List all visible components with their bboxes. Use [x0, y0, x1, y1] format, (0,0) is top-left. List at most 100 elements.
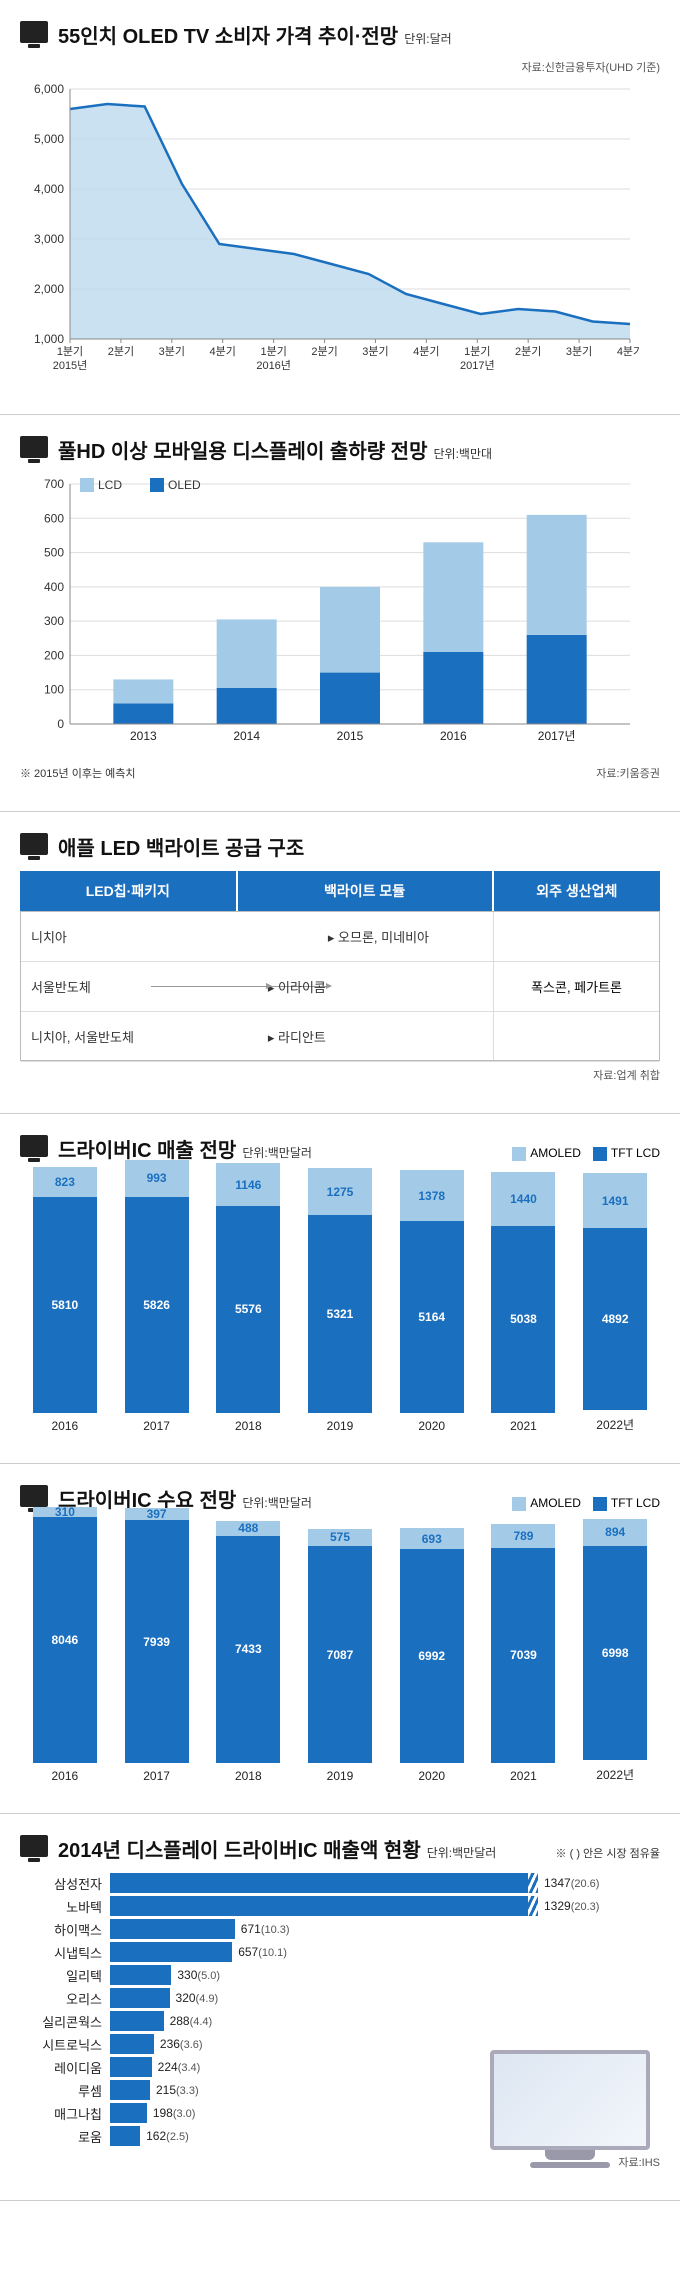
tv-icon — [20, 833, 48, 855]
bar-column: 5164 1378 2020 — [391, 1170, 473, 1433]
break-mark — [528, 1873, 538, 1893]
hbar — [110, 1919, 235, 1939]
bar-column: 7433 488 2018 — [207, 1521, 289, 1783]
svg-text:4,000: 4,000 — [34, 182, 64, 196]
monitor-illustration — [490, 2050, 650, 2170]
amoled-segment: 894 — [583, 1519, 647, 1546]
amoled-segment: 397 — [125, 1508, 189, 1520]
bar-column: 5321 1275 2019 — [299, 1168, 381, 1433]
amoled-segment: 1146 — [216, 1163, 280, 1206]
bar-xlabel: 2017 — [143, 1419, 170, 1433]
bar-column: 5826 993 2017 — [116, 1160, 198, 1433]
legend-item: AMOLED — [512, 1146, 581, 1161]
bar-column: 5576 1146 2018 — [207, 1163, 289, 1433]
svg-text:400: 400 — [44, 580, 64, 594]
svg-text:700: 700 — [44, 477, 64, 491]
svg-text:2,000: 2,000 — [34, 282, 64, 296]
tft-segment: 7039 — [491, 1548, 555, 1763]
tft-segment: 7433 — [216, 1536, 280, 1763]
hbar-label: 오리스 — [20, 1989, 110, 2008]
hbar-row: 삼성전자 1347(20.6) — [20, 1873, 660, 1893]
bar-xlabel: 2021 — [510, 1419, 537, 1433]
tft-segment: 5038 — [491, 1226, 555, 1413]
driveric-2014-panel: 2014년 디스플레이 드라이버IC 매출액 현황 단위:백만달러 ※ ( ) … — [0, 1814, 680, 2201]
svg-text:4분기: 4분기 — [617, 345, 640, 358]
hbar-value: 330(5.0) — [171, 1968, 220, 1982]
supply-mid: ▸ 오므론, 미네비아 — [238, 927, 493, 946]
hbar — [110, 1873, 530, 1893]
svg-text:4분기: 4분기 — [413, 345, 439, 358]
tv-icon — [20, 21, 48, 43]
tft-segment: 7939 — [125, 1520, 189, 1763]
break-mark — [528, 1896, 538, 1916]
hbar — [110, 1988, 170, 2008]
svg-text:100: 100 — [44, 683, 64, 697]
tft-segment: 5826 — [125, 1197, 189, 1413]
chart2-unit: 단위:백만대 — [433, 445, 492, 462]
hbar — [110, 1896, 530, 1916]
svg-text:2016: 2016 — [440, 729, 467, 743]
hbar-value: 671(10.3) — [235, 1922, 290, 1936]
chart3-title: 애플 LED 백라이트 공급 구조 — [58, 832, 304, 861]
tft-segment: 4892 — [583, 1228, 647, 1410]
chart4-legend: AMOLEDTFT LCD — [512, 1146, 660, 1161]
bar-xlabel: 2018 — [235, 1419, 262, 1433]
supply-body: 니치아 ▸ 오므론, 미네비아 서울반도체 ▸ 이라이콤 니치아, 서울반도체 … — [20, 911, 660, 1061]
hbar-label: 매그나칩 — [20, 2104, 110, 2123]
bar-xlabel: 2016 — [52, 1769, 79, 1783]
amoled-segment: 823 — [33, 1167, 97, 1198]
tv-icon — [20, 1135, 48, 1157]
hbar — [110, 1965, 171, 1985]
bar-column: 5038 1440 2021 — [483, 1172, 565, 1433]
tft-segment: 5576 — [216, 1206, 280, 1413]
oled-price-chart: 1,0002,0003,0004,0005,0006,0001분기2015년2분… — [20, 79, 660, 384]
bar-xlabel: 2021 — [510, 1769, 537, 1783]
svg-text:3분기: 3분기 — [159, 345, 185, 358]
chart1-unit: 단위:달러 — [404, 30, 452, 47]
tft-segment: 5164 — [400, 1221, 464, 1413]
svg-text:2015년: 2015년 — [53, 359, 88, 372]
hbar — [110, 1942, 232, 1962]
chart2-note: ※ 2015년 이후는 예측치 — [20, 765, 135, 781]
bar-column: 4892 1491 2022년 — [574, 1173, 656, 1433]
hbar — [110, 2126, 140, 2146]
svg-text:6,000: 6,000 — [34, 82, 64, 96]
amoled-segment: 1275 — [308, 1168, 372, 1215]
amoled-segment: 575 — [308, 1529, 372, 1547]
hbar-label: 하이맥스 — [20, 1920, 110, 1939]
hbar — [110, 2080, 150, 2100]
legend-item: AMOLED — [512, 1496, 581, 1511]
svg-text:LCD: LCD — [98, 478, 122, 492]
tft-segment: 5810 — [33, 1197, 97, 1413]
hbar-label: 로움 — [20, 2127, 110, 2146]
hbar-value: 320(4.9) — [170, 1991, 219, 2005]
svg-text:2017년: 2017년 — [538, 729, 576, 743]
driveric-demand-panel: 드라이버IC 수요 전망 단위:백만달러 AMOLEDTFT LCD 8046 … — [0, 1464, 680, 1814]
chart6-title: 2014년 디스플레이 드라이버IC 매출액 현황 — [58, 1834, 421, 1863]
svg-text:300: 300 — [44, 614, 64, 628]
amoled-segment: 1491 — [583, 1173, 647, 1228]
supply-header: LED칩·패키지백라이트 모듈외주 생산업체 — [20, 871, 660, 911]
driveric-sales-chart: 5810 823 2016 5826 993 2017 5576 1146 20… — [20, 1173, 660, 1433]
hbar-value: 215(3.3) — [150, 2083, 199, 2097]
hbar-label: 노바텍 — [20, 1897, 110, 1916]
svg-text:OLED: OLED — [168, 478, 201, 492]
bar-xlabel: 2016 — [52, 1419, 79, 1433]
hbar-value: 162(2.5) — [140, 2129, 189, 2143]
chart1-title: 55인치 OLED TV 소비자 가격 추이·전망 — [58, 20, 398, 49]
chart6-unit: 단위:백만달러 — [427, 1844, 497, 1861]
tv-icon — [20, 1485, 48, 1507]
bar-xlabel: 2018 — [235, 1769, 262, 1783]
hbar-label: 시트로닉스 — [20, 2035, 110, 2054]
amoled-segment: 1440 — [491, 1172, 555, 1225]
svg-text:2015: 2015 — [337, 729, 364, 743]
hbar — [110, 2011, 164, 2031]
hbar-row: 시냅틱스 657(10.1) — [20, 1942, 660, 1962]
hbar-row: 노바텍 1329(20.3) — [20, 1896, 660, 1916]
amoled-segment: 1378 — [400, 1170, 464, 1221]
bar-xlabel: 2019 — [327, 1419, 354, 1433]
svg-text:2분기: 2분기 — [311, 345, 337, 358]
supply-left: 니치아, 서울반도체 — [21, 1027, 238, 1046]
hbar — [110, 2057, 152, 2077]
bar-xlabel: 2020 — [418, 1769, 445, 1783]
